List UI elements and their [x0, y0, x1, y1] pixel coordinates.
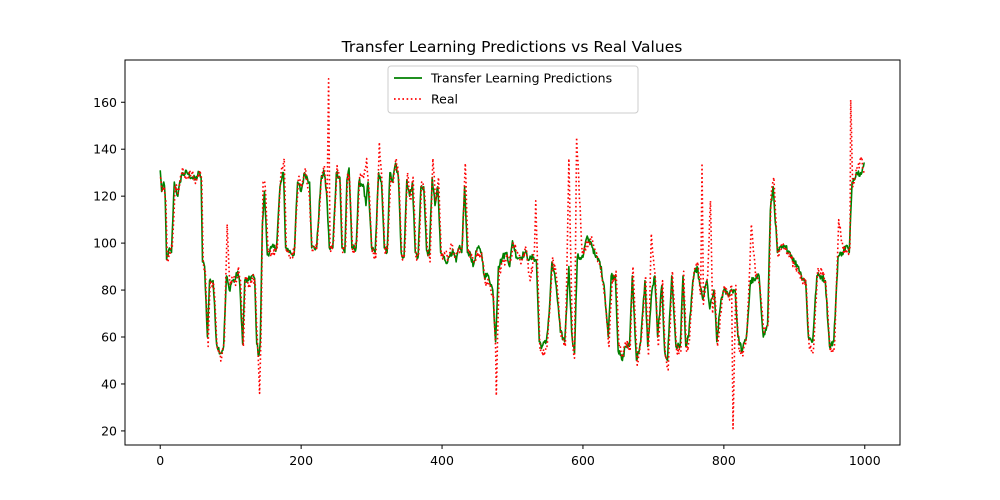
x-tick-label: 400 [430, 453, 454, 468]
legend: Transfer Learning Predictions Real [387, 65, 639, 114]
y-tick-label: 140 [93, 142, 117, 157]
y-tick-label: 120 [93, 189, 117, 204]
y-tick-label: 80 [101, 283, 117, 298]
plot-area: 0 200 400 600 800 1000 20 40 60 80 100 120 140 160 [93, 59, 901, 468]
x-tick-label: 800 [712, 453, 736, 468]
series-line-predictions [159, 162, 865, 362]
y-tick-label: 100 [93, 236, 117, 251]
x-tick-label: 600 [571, 453, 595, 468]
series-line-real [159, 77, 866, 430]
legend-label-real: Real [431, 92, 458, 107]
y-tick-label: 20 [101, 423, 117, 438]
x-tick-label: 0 [156, 453, 164, 468]
x-tick-label: 1000 [849, 453, 881, 468]
y-tick-label: 160 [93, 95, 117, 110]
y-tick-label: 40 [101, 376, 117, 391]
plot-frame [124, 59, 901, 446]
legend-label-predictions: Transfer Learning Predictions [430, 71, 612, 86]
y-tick-label: 60 [101, 330, 117, 345]
x-tick-label: 200 [289, 453, 313, 468]
legend-box [387, 65, 639, 114]
chart-title: Transfer Learning Predictions vs Real Va… [341, 38, 683, 56]
